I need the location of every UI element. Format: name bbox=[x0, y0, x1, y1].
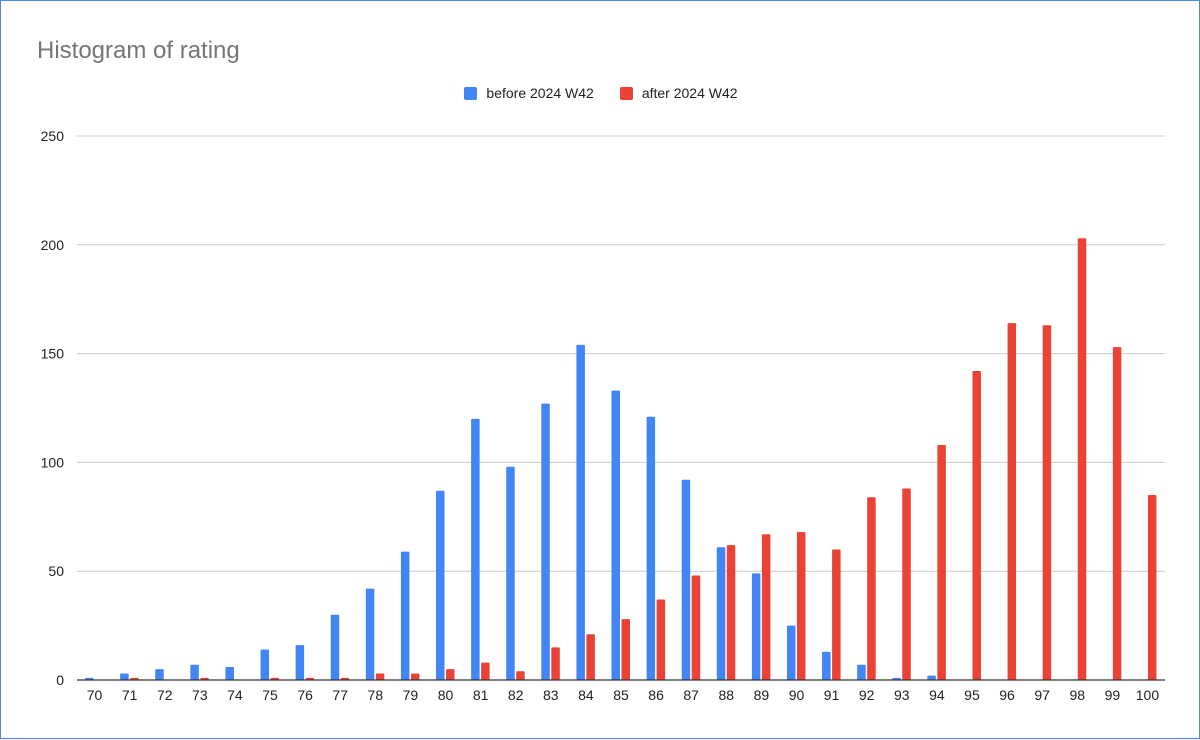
x-tick-label: 80 bbox=[438, 687, 454, 703]
legend-swatch-after bbox=[619, 86, 633, 100]
chart-title: Histogram of rating bbox=[37, 37, 240, 64]
x-tick-label: 90 bbox=[789, 687, 805, 703]
bar-before-84 bbox=[576, 344, 585, 680]
x-tick-label: 81 bbox=[473, 687, 489, 703]
bar-before-80 bbox=[436, 490, 445, 680]
x-tick-label: 82 bbox=[508, 687, 524, 703]
bar-after-81 bbox=[481, 662, 490, 680]
bar-before-74 bbox=[225, 666, 234, 680]
x-tick-label: 77 bbox=[332, 687, 348, 703]
bar-before-86 bbox=[646, 416, 656, 680]
bar-after-99 bbox=[1112, 347, 1122, 680]
x-tick-label: 97 bbox=[1034, 687, 1050, 703]
bar-after-94 bbox=[937, 444, 946, 680]
bar-before-73 bbox=[190, 664, 199, 680]
bar-before-78 bbox=[365, 588, 375, 680]
bar-after-85 bbox=[621, 619, 630, 680]
bar-after-84 bbox=[586, 634, 595, 680]
legend-label-before: before 2024 W42 bbox=[486, 85, 594, 101]
bar-after-93 bbox=[902, 488, 911, 680]
x-tick-label: 91 bbox=[824, 687, 840, 703]
bar-before-77 bbox=[330, 614, 340, 680]
bar-after-98 bbox=[1077, 238, 1087, 680]
bar-after-78 bbox=[375, 673, 385, 680]
bar-before-90 bbox=[786, 625, 796, 680]
bar-after-82 bbox=[516, 671, 525, 680]
x-tick-label: 94 bbox=[929, 687, 945, 703]
x-tick-label: 74 bbox=[227, 687, 243, 703]
bar-after-88 bbox=[726, 545, 736, 680]
bar-before-79 bbox=[400, 551, 410, 680]
x-tick-label: 83 bbox=[543, 687, 559, 703]
bar-before-85 bbox=[611, 390, 620, 680]
bar-before-71 bbox=[120, 673, 129, 680]
bar-after-89 bbox=[761, 534, 771, 680]
bar-after-80 bbox=[446, 669, 455, 680]
bar-after-87 bbox=[691, 575, 701, 680]
x-tick-label: 78 bbox=[368, 687, 384, 703]
x-tick-label: 99 bbox=[1105, 687, 1121, 703]
bar-before-82 bbox=[506, 466, 515, 680]
x-tick-label: 85 bbox=[613, 687, 629, 703]
x-tick-label: 70 bbox=[87, 687, 103, 703]
x-tick-label: 92 bbox=[859, 687, 875, 703]
bar-before-83 bbox=[541, 403, 550, 680]
x-tick-label: 87 bbox=[683, 687, 699, 703]
bar-after-91 bbox=[832, 549, 841, 680]
x-tick-label: 96 bbox=[999, 687, 1015, 703]
x-tick-label: 71 bbox=[122, 687, 138, 703]
y-tick-label: 200 bbox=[41, 237, 65, 253]
bar-after-97 bbox=[1042, 325, 1052, 680]
bar-after-79 bbox=[410, 673, 420, 680]
x-tick-label: 84 bbox=[578, 687, 594, 703]
x-tick-label: 100 bbox=[1136, 687, 1160, 703]
bar-after-83 bbox=[551, 647, 560, 680]
bar-after-96 bbox=[1007, 323, 1017, 680]
bar-before-87 bbox=[681, 479, 691, 680]
bar-after-86 bbox=[656, 599, 666, 680]
bar-before-72 bbox=[155, 669, 164, 680]
legend-swatch-before bbox=[464, 86, 478, 100]
x-tick-label: 98 bbox=[1069, 687, 1085, 703]
x-tick-label: 73 bbox=[192, 687, 208, 703]
x-tick-label: 72 bbox=[157, 687, 173, 703]
bar-before-81 bbox=[471, 418, 480, 680]
y-tick-label: 100 bbox=[41, 454, 65, 470]
legend-item-before[interactable]: before 2024 W42 bbox=[464, 85, 594, 101]
y-tick-label: 0 bbox=[56, 672, 64, 688]
bar-after-100 bbox=[1147, 495, 1157, 680]
legend-label-after: after 2024 W42 bbox=[641, 85, 738, 101]
bar-before-91 bbox=[822, 651, 831, 680]
x-tick-label: 86 bbox=[648, 687, 664, 703]
bar-before-89 bbox=[751, 573, 761, 680]
bar-before-76 bbox=[295, 645, 305, 680]
x-tick-label: 89 bbox=[754, 687, 770, 703]
x-tick-label: 75 bbox=[262, 687, 278, 703]
x-tick-label: 79 bbox=[403, 687, 419, 703]
bar-after-95 bbox=[972, 371, 981, 680]
legend-item-after[interactable]: after 2024 W42 bbox=[619, 85, 738, 101]
bar-before-88 bbox=[716, 547, 726, 680]
bar-after-90 bbox=[796, 532, 806, 680]
bar-after-92 bbox=[867, 497, 876, 680]
x-tick-label: 88 bbox=[719, 687, 735, 703]
y-tick-label: 50 bbox=[48, 563, 64, 579]
x-tick-label: 76 bbox=[297, 687, 313, 703]
x-tick-label: 95 bbox=[964, 687, 980, 703]
y-tick-label: 150 bbox=[41, 346, 65, 362]
bar-before-75 bbox=[260, 649, 270, 680]
bar-before-94 bbox=[927, 675, 936, 680]
chart-legend: before 2024 W42 after 2024 W42 bbox=[1, 85, 1200, 101]
bar-before-92 bbox=[857, 664, 866, 680]
x-tick-label: 93 bbox=[894, 687, 910, 703]
y-tick-label: 250 bbox=[41, 128, 65, 144]
